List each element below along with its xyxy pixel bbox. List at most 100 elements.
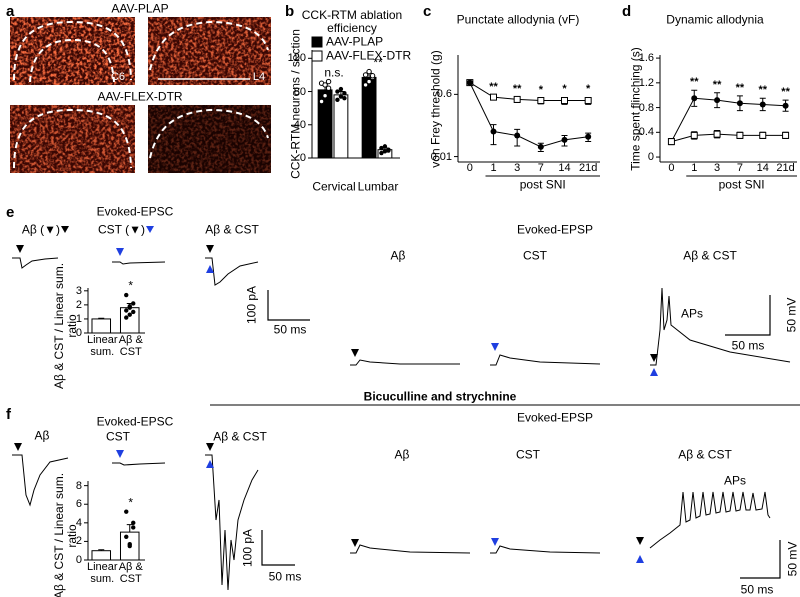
marker (585, 133, 592, 140)
marker (561, 136, 568, 143)
scale-label: 100 pA (244, 285, 259, 325)
data-point (369, 73, 376, 79)
micrograph-signal (148, 17, 271, 85)
x-tick-label: 0 (466, 161, 473, 174)
error-bar (490, 124, 497, 146)
marker (146, 226, 154, 233)
y-tick-label: 2 (75, 298, 82, 311)
data-point (322, 82, 328, 88)
marker (14, 443, 22, 451)
scale-label: 50 ms (268, 569, 302, 584)
y-tick-label: 1.6 (638, 52, 654, 65)
data-point (325, 78, 332, 85)
data-point (322, 92, 328, 99)
trace-label: CST (106, 429, 130, 444)
trace-label: Aβ & CST (683, 248, 737, 263)
trace (350, 544, 471, 554)
data-point (362, 82, 369, 88)
section-title: Evoked-EPSP (516, 222, 594, 237)
marker (759, 101, 766, 108)
data-point (366, 68, 372, 75)
x-tick-label: Cervical (312, 179, 356, 194)
y-axis-label: Aβ & CST / Linear sum. ratio (51, 472, 79, 597)
panel-label: b (285, 2, 295, 20)
y-tick-label: 120 (287, 52, 306, 65)
marker (691, 95, 698, 102)
marker (491, 538, 499, 546)
data-point (382, 144, 388, 149)
spike-label: APs (680, 306, 704, 321)
bar (333, 94, 349, 159)
trace-label: Aβ (▼) (21, 222, 60, 237)
data-point (338, 94, 344, 99)
trace (12, 454, 69, 507)
marker (466, 79, 473, 86)
marker (650, 354, 658, 362)
error-bar (126, 524, 133, 533)
marker (636, 537, 644, 545)
significance: * (562, 83, 567, 96)
y-tick-label: 0 (299, 151, 306, 164)
marker (206, 460, 214, 468)
marker (16, 245, 24, 253)
micrographs (10, 17, 271, 173)
x-tick-label: 1 (691, 161, 698, 174)
legend-label: AAV-PLAP (326, 34, 384, 49)
data-point (127, 312, 132, 317)
data-point (127, 305, 132, 310)
data-point (379, 150, 384, 156)
bar (361, 76, 377, 159)
data-point (124, 292, 129, 298)
marker (351, 539, 359, 547)
trace-label: Aβ (34, 428, 50, 443)
data-point (131, 525, 136, 530)
y-axis-label: CCK-RTM neurons / section (288, 29, 303, 179)
image-label: AAV-PLAP (111, 1, 169, 16)
legend-label: AAV-FLEX-DTR (326, 48, 412, 63)
series-line (469, 82, 589, 148)
data-point (325, 85, 332, 91)
marker (561, 97, 568, 105)
significance: n.s. (324, 64, 344, 79)
x-tick-label: 21d (776, 161, 795, 174)
scale-bar (725, 295, 771, 336)
marker (759, 131, 767, 139)
data-point (342, 91, 347, 96)
y-tick-label: 0 (75, 553, 82, 566)
trace-label: CST (516, 447, 540, 462)
data-point (124, 315, 129, 320)
x-tick-label: Lumbar (357, 179, 399, 194)
significance: ** (781, 86, 790, 99)
panel-label: f (6, 405, 11, 423)
y-tick-label: 4 (75, 516, 82, 529)
x-tick-label: Aβ & CST (118, 333, 143, 358)
marker (736, 100, 743, 107)
data-point (386, 148, 391, 153)
x-tick-label: 7 (736, 161, 743, 174)
significance: ** (373, 55, 383, 69)
x-tick-label: 7 (537, 161, 544, 174)
marker (206, 443, 214, 451)
legend-swatch (311, 50, 323, 62)
section-title: Evoked-EPSC (96, 414, 174, 429)
trace-label: Aβ & CST (205, 222, 259, 237)
outline (13, 108, 132, 169)
error-bar (98, 549, 105, 551)
data-point (382, 149, 388, 154)
legend-swatch (311, 36, 323, 48)
bar (119, 307, 140, 334)
x-tick-label: 3 (514, 161, 521, 174)
scale-label: 50 ms (273, 322, 307, 337)
data-point (362, 72, 369, 78)
panel-label: c (423, 2, 432, 20)
data-point (342, 95, 347, 101)
marker (206, 265, 214, 273)
data-point (124, 534, 129, 539)
significance: ** (758, 84, 768, 97)
trace (12, 257, 59, 269)
trace (112, 261, 166, 265)
scale-bar (267, 290, 310, 321)
marker (667, 138, 675, 146)
trace (490, 354, 601, 366)
data-point (335, 89, 340, 94)
